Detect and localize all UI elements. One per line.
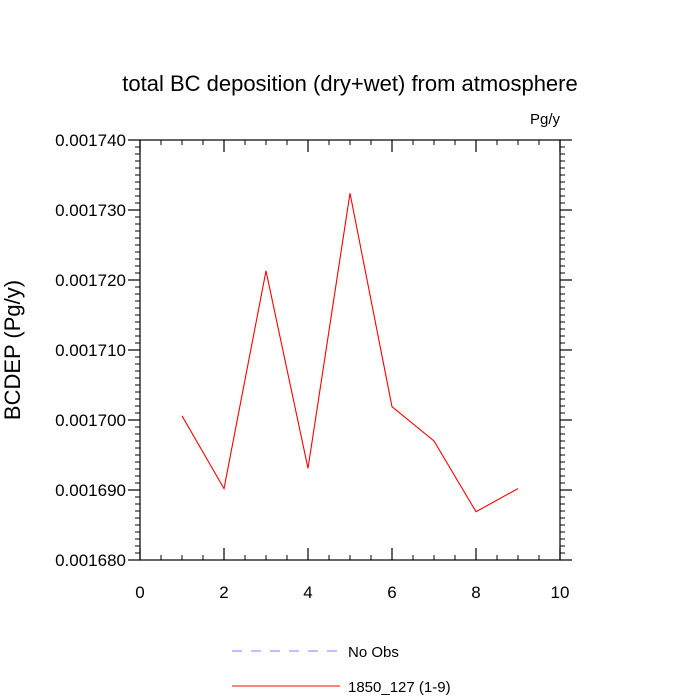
y-tick-label: 0.001680 <box>55 551 126 570</box>
x-tick-label: 4 <box>303 583 312 602</box>
major-ticks <box>128 139 572 561</box>
minor-ticks <box>135 140 565 560</box>
x-tick-labels: 0 2 4 6 8 10 <box>135 583 569 602</box>
units-label: Pg/y <box>530 111 561 128</box>
plot-frame <box>139 139 561 561</box>
y-tick-label: 0.001730 <box>55 201 126 220</box>
y-axis-label: BCDEP (Pg/y) <box>0 280 25 420</box>
y-tick-label: 0.001740 <box>55 131 126 150</box>
legend-label-no-obs: No Obs <box>348 644 399 661</box>
y-tick-label: 0.001690 <box>55 481 126 500</box>
series-line-1850-127 <box>181 193 519 513</box>
legend-label-1850-127: 1850_127 (1-9) <box>348 679 451 696</box>
x-tick-label: 8 <box>471 583 480 602</box>
legend: No Obs 1850_127 (1-9) <box>232 644 451 696</box>
y-tick-label: 0.001710 <box>55 341 126 360</box>
y-tick-labels: 0.001680 0.001690 0.001700 0.001710 0.001720… <box>55 131 126 570</box>
y-tick-label: 0.001700 <box>55 411 126 430</box>
x-tick-label: 6 <box>387 583 396 602</box>
chart-title: total BC deposition (dry+wet) from atmos… <box>122 71 577 96</box>
series-lines <box>181 193 519 513</box>
y-tick-label: 0.001720 <box>55 271 126 290</box>
x-tick-label: 10 <box>551 583 570 602</box>
x-tick-label: 0 <box>135 583 144 602</box>
x-tick-label: 2 <box>219 583 228 602</box>
